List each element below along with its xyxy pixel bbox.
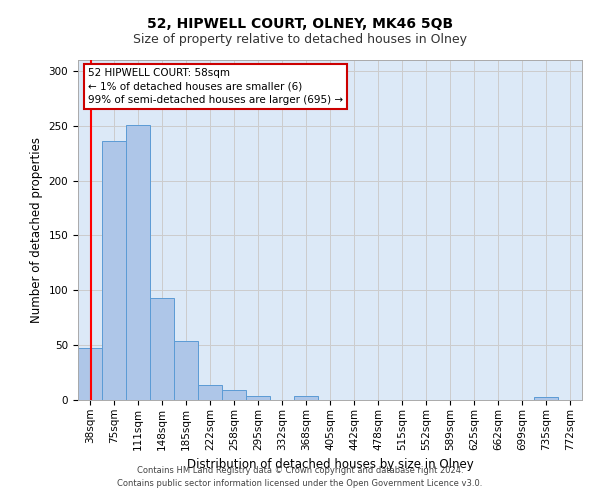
Bar bbox=[534, 396, 558, 400]
Bar bbox=[126, 124, 150, 400]
Bar bbox=[150, 298, 174, 400]
Text: 52, HIPWELL COURT, OLNEY, MK46 5QB: 52, HIPWELL COURT, OLNEY, MK46 5QB bbox=[147, 18, 453, 32]
Bar bbox=[102, 141, 126, 400]
Text: 52 HIPWELL COURT: 58sqm
← 1% of detached houses are smaller (6)
99% of semi-deta: 52 HIPWELL COURT: 58sqm ← 1% of detached… bbox=[88, 68, 343, 105]
Bar bbox=[198, 384, 222, 400]
Y-axis label: Number of detached properties: Number of detached properties bbox=[30, 137, 43, 323]
X-axis label: Distribution of detached houses by size in Olney: Distribution of detached houses by size … bbox=[187, 458, 473, 471]
Text: Contains HM Land Registry data © Crown copyright and database right 2024.
Contai: Contains HM Land Registry data © Crown c… bbox=[118, 466, 482, 487]
Bar bbox=[246, 396, 270, 400]
Text: Size of property relative to detached houses in Olney: Size of property relative to detached ho… bbox=[133, 32, 467, 46]
Bar bbox=[174, 341, 198, 400]
Bar bbox=[78, 348, 102, 400]
Bar bbox=[294, 396, 318, 400]
Bar bbox=[222, 390, 246, 400]
